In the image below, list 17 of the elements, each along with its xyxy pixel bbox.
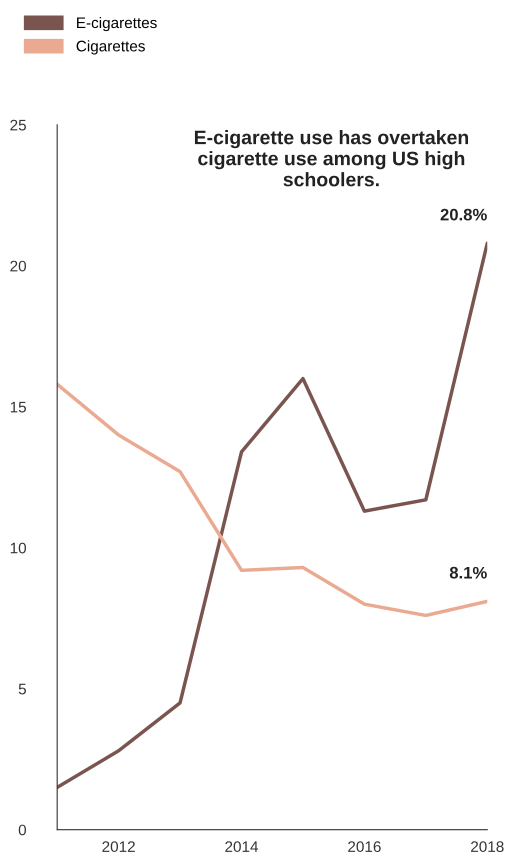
y-tick-label: 15 (10, 402, 26, 412)
y-tick-label: 10 (10, 542, 26, 554)
data-label: 8.1% (450, 566, 487, 579)
x-tick-label: 2018 (471, 841, 504, 852)
y-tick-label: 20 (10, 260, 26, 272)
legend-label: E-cigarettes (77, 16, 157, 32)
y-tick-label: 25 (10, 120, 26, 131)
line-series (57, 382, 488, 618)
x-tick-label: 2014 (225, 841, 258, 852)
legend-label: Cigarettes (76, 40, 145, 55)
y-tick-label: 0 (18, 824, 26, 836)
y-tick-label: 5 (18, 684, 26, 694)
line-series (57, 242, 488, 790)
x-tick-label: 2016 (348, 841, 381, 852)
x-tick-label: 2012 (102, 841, 135, 852)
data-label: 20.8% (440, 208, 487, 221)
text: E-cigarette use has overtaken cigarette use among US high schoolers. (194, 130, 468, 186)
